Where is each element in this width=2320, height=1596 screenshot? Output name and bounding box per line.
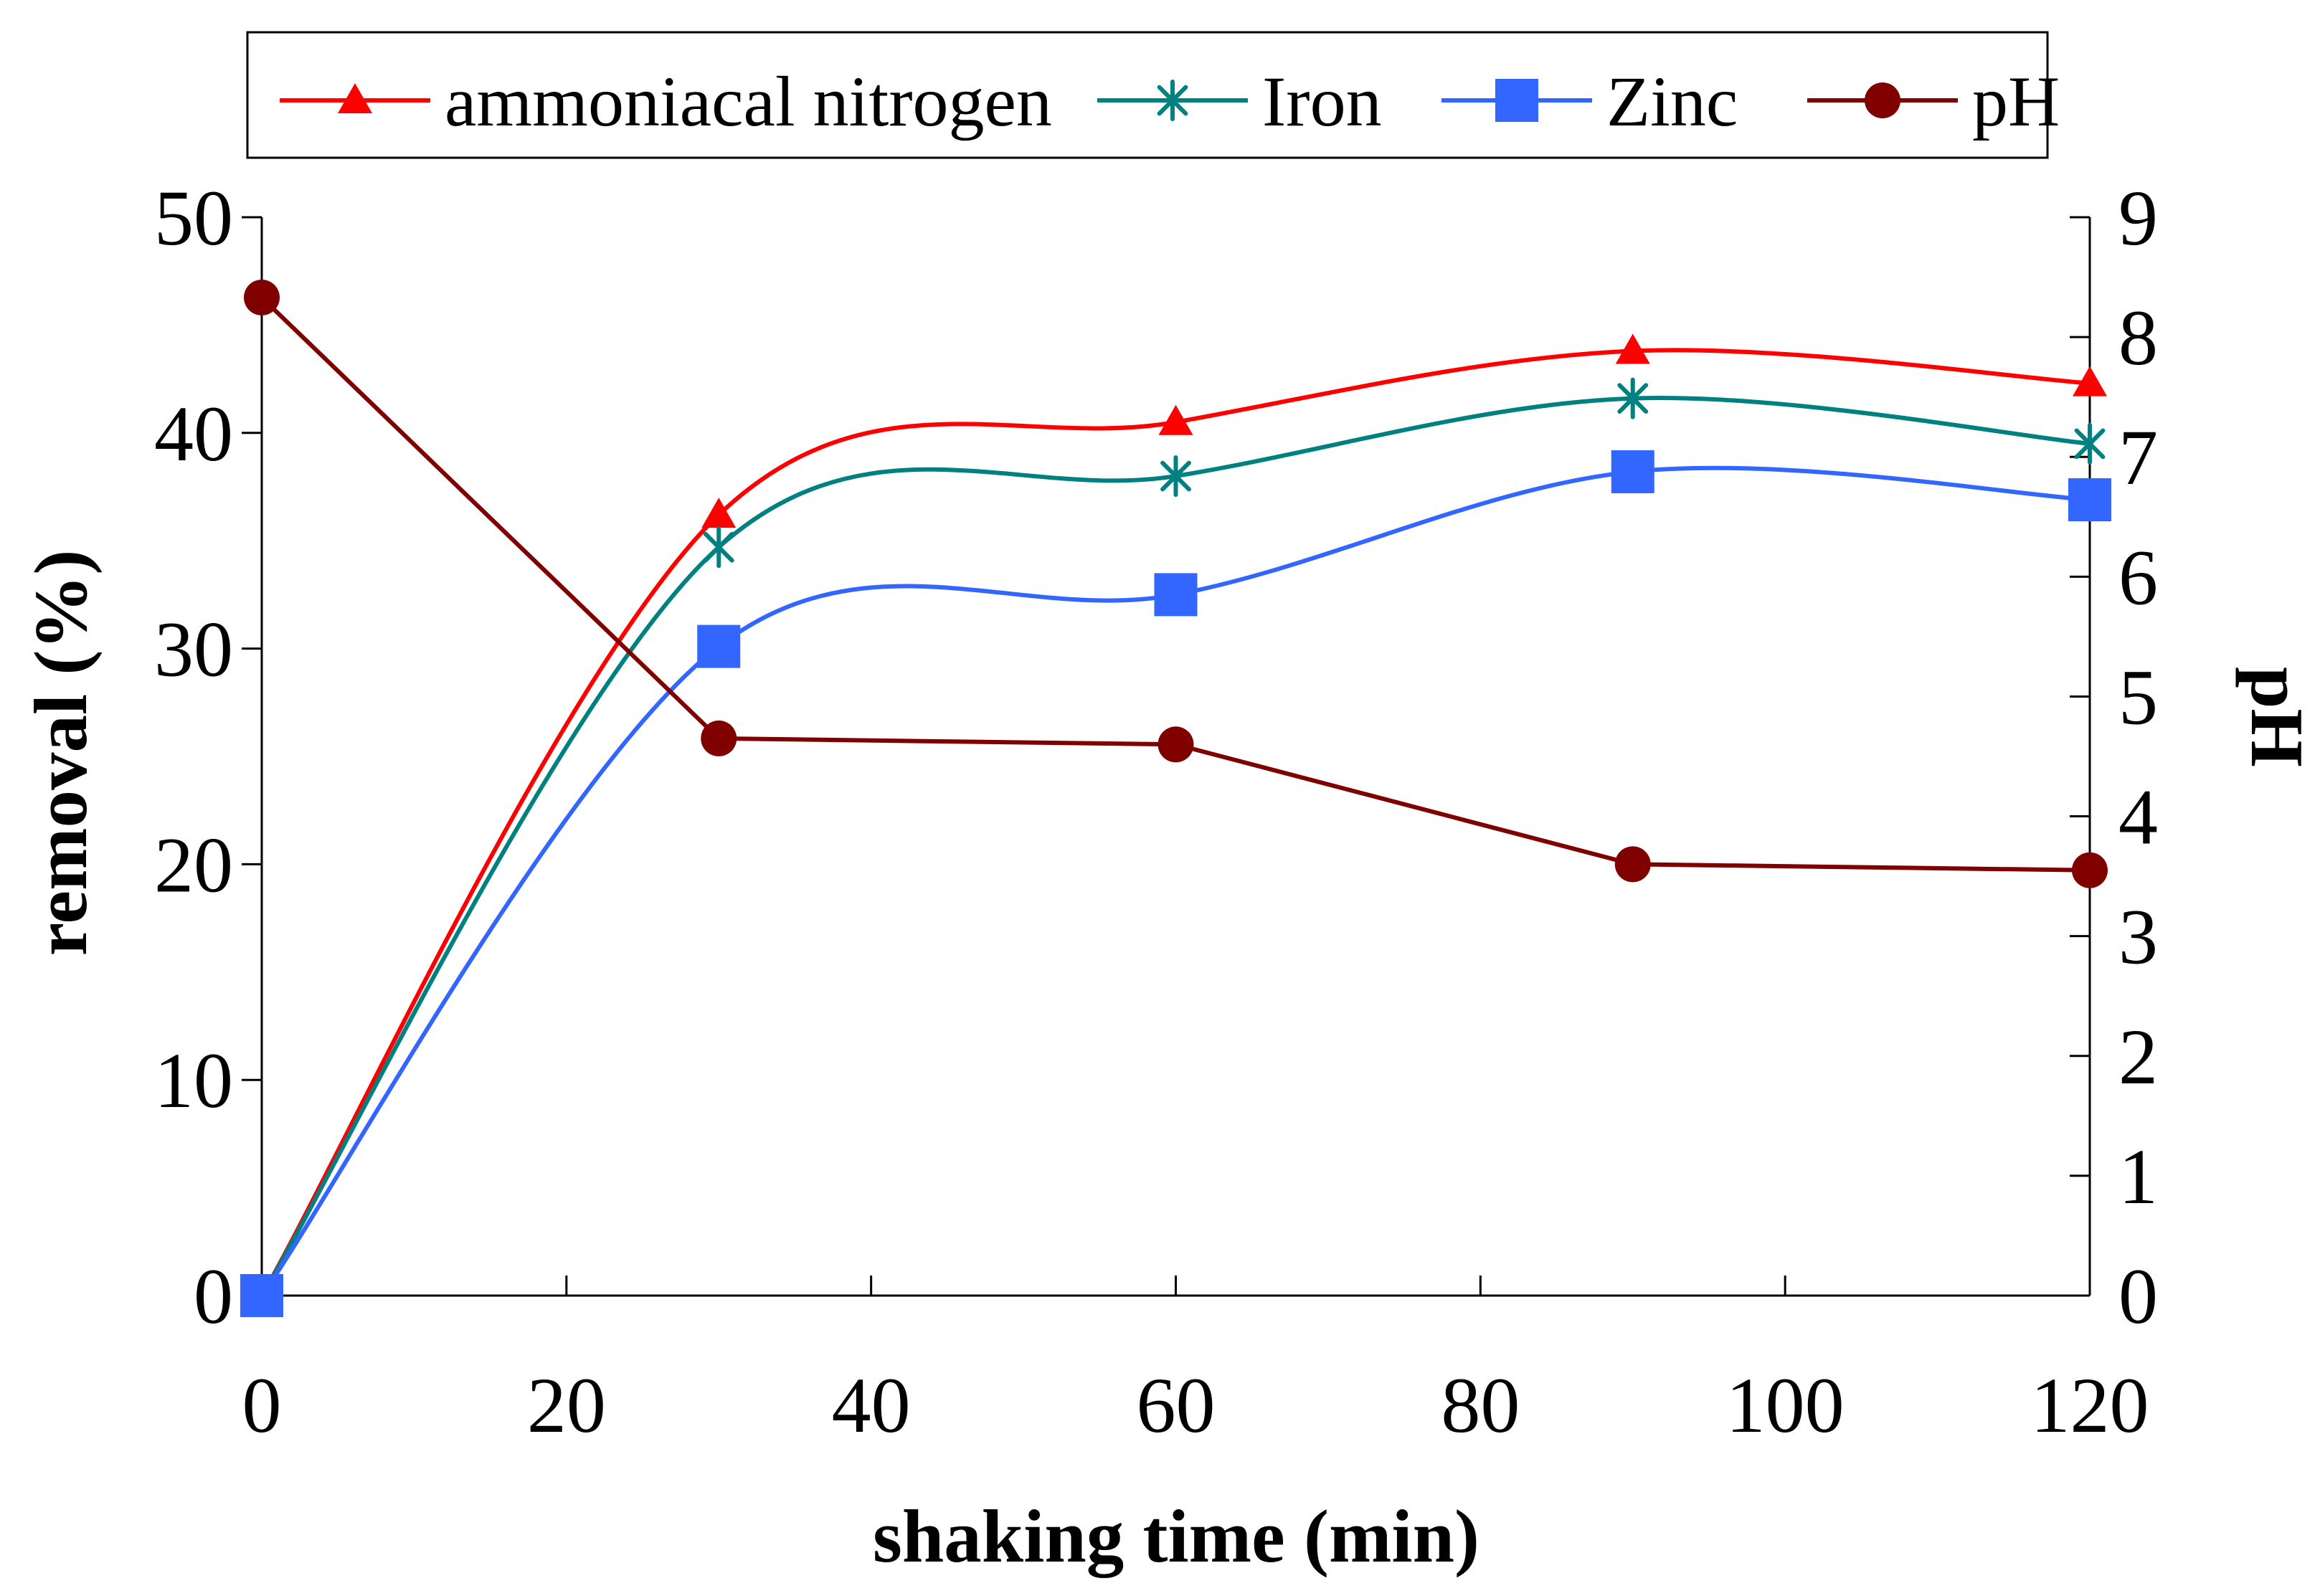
x-tick-label: 0 [242, 1362, 282, 1449]
x-tick-label: 100 [1726, 1362, 1845, 1449]
data-point [2072, 852, 2108, 888]
legend-item: pH [1807, 62, 2060, 141]
data-point [701, 498, 737, 528]
legend-marker [1865, 82, 1900, 118]
x-tick-label: 40 [832, 1362, 911, 1449]
legend: ammoniacal nitrogen Iron Zinc pH [246, 31, 2060, 159]
series-zinc [240, 450, 2111, 1317]
data-point [701, 720, 737, 756]
y-tick-label: 20 [154, 821, 233, 908]
data-point [2073, 366, 2107, 396]
legend-marker [338, 83, 372, 113]
ticks: 0 10 20 30 40 50 0 1 2 3 4 5 6 7 8 9 0 20 40 60 80 100 120 [154, 174, 2158, 1449]
x-tick-label: 60 [1137, 1362, 1216, 1449]
data-point [1614, 846, 1651, 883]
data-point [240, 1274, 283, 1317]
y-tick-label: 0 [194, 1253, 233, 1340]
y2-tick-label: 4 [2118, 774, 2158, 861]
y2-tick-label: 0 [2118, 1253, 2158, 1340]
data-point [1611, 450, 1654, 493]
data-point [2068, 478, 2111, 522]
legend-item: Zinc [1441, 62, 1738, 141]
y2-tick-label: 3 [2118, 893, 2158, 981]
data-point [244, 279, 280, 315]
x-tick-label: 20 [527, 1362, 606, 1449]
legend-label: Iron [1262, 62, 1382, 141]
y2-tick-label: 1 [2118, 1133, 2158, 1220]
data-point [2074, 422, 2106, 465]
y2-tick-label: 9 [2118, 174, 2158, 262]
y-tick-label: 40 [154, 390, 233, 478]
legend-item: Iron [1097, 62, 1382, 141]
data-point [697, 624, 741, 668]
legend-label: Zinc [1606, 62, 1738, 141]
legend-marker [1495, 79, 1538, 122]
data-point [1615, 333, 1650, 364]
data-point [1160, 455, 1191, 497]
x-tick-label: 120 [2031, 1362, 2149, 1449]
x-axis-title: shaking time (min) [873, 1494, 1479, 1578]
y2-tick-label: 6 [2118, 533, 2158, 621]
y-tick-label: 10 [154, 1037, 233, 1124]
y-tick-label: 30 [154, 606, 233, 693]
data-point [703, 526, 734, 569]
series-line [260, 465, 2091, 1297]
data-point [1158, 404, 1193, 435]
y2-tick-label: 7 [2118, 414, 2158, 501]
y-axis-title: removal (%) [19, 550, 103, 956]
y2-tick-label: 5 [2118, 653, 2158, 741]
y2-axis-title: pH [2235, 667, 2319, 767]
legend-label: ammoniacal nitrogen [445, 62, 1052, 141]
data-point [1154, 573, 1198, 617]
y-tick-label: 50 [154, 174, 233, 262]
legend-box [246, 31, 2049, 159]
series-ph [244, 279, 2108, 888]
legend-marker [1157, 80, 1188, 121]
data-point [1617, 377, 1649, 419]
y2-tick-label: 2 [2118, 1013, 2158, 1101]
legend-item: ammoniacal nitrogen [280, 62, 1052, 141]
series-line [260, 348, 2091, 1297]
series-line [260, 396, 2091, 1297]
legend-label: pH [1972, 62, 2060, 141]
series-layer [240, 279, 2111, 1317]
y2-tick-label: 8 [2118, 294, 2158, 381]
data-point [1157, 726, 1194, 763]
x-tick-label: 80 [1441, 1362, 1520, 1449]
